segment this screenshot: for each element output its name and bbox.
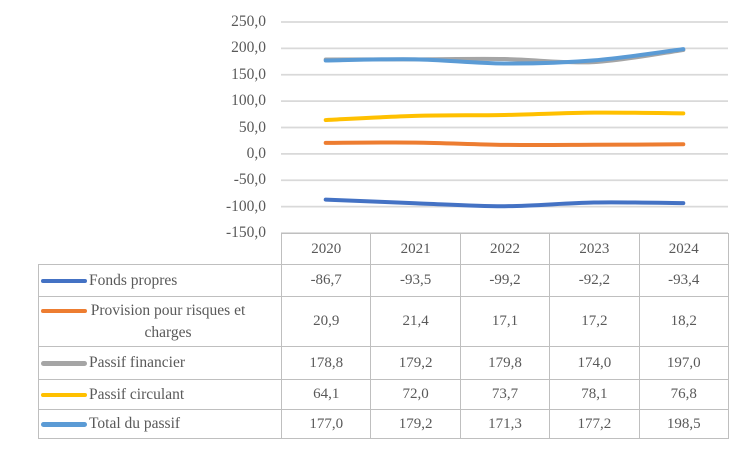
value-cell: 18,2 (638, 296, 729, 347)
table-row: Fonds propres -86,7 -93,5 -99,2 -92,2 -93,4 (38, 264, 729, 297)
value-cell: 20,9 (280, 296, 372, 347)
y-axis-tick-label: 0,0 (246, 144, 266, 162)
legend-cell: Fonds propres (38, 264, 282, 297)
value-cell: -93,5 (370, 264, 461, 297)
legend-line-key-icon (41, 422, 87, 427)
series-line-passif-circulant (323, 110, 686, 123)
value-cell: 198,5 (638, 409, 729, 439)
legend-cell: Passif circulant (38, 379, 282, 410)
year-column-header: 2024 (638, 233, 729, 265)
year-column-header: 2020 (280, 233, 372, 265)
series-name-label: Provision pour risques et charges (90, 301, 246, 341)
line-chart-plot-area (281, 21, 728, 234)
legend-cell: Provision pour risques et charges (38, 296, 282, 347)
value-cell: 179,2 (370, 346, 461, 380)
value-cell: -99,2 (459, 264, 551, 297)
y-axis-tick-label: 100,0 (231, 92, 266, 110)
value-cell: -93,4 (638, 264, 729, 297)
table-row: Passif financier 178,8 179,2 179,8 174,0 197,… (38, 346, 729, 380)
series-line-fonds-propres (323, 197, 686, 209)
legend-cell: Passif financier (38, 346, 282, 380)
series-name-label: Fonds propres (89, 271, 178, 289)
value-cell: 78,1 (549, 379, 640, 410)
value-cell: 76,8 (638, 379, 729, 410)
value-cell: 17,1 (459, 296, 551, 347)
chart-data-table: 2020 2021 2022 2023 2024 Fonds propres -86,7 -9… (38, 233, 729, 439)
series-line-passif-financier (323, 47, 686, 65)
legend-line-key-icon (41, 308, 87, 313)
series-line-total-du-passif (323, 47, 686, 66)
year-column-header: 2023 (549, 233, 640, 265)
value-cell: 179,8 (459, 346, 551, 380)
series-name-label: Total du passif (89, 415, 181, 432)
table-corner-cell (39, 234, 282, 265)
value-cell: 73,7 (459, 379, 551, 410)
legend-line-key-icon (41, 361, 87, 366)
series-line-provision-pour-risques-et-charges (323, 140, 686, 148)
value-cell: -86,7 (280, 264, 372, 297)
series-name-label: Passif financier (89, 354, 185, 371)
value-cell: 174,0 (549, 346, 640, 380)
series-name-label: Passif circulant (89, 385, 185, 403)
y-axis-tick-label: 250,0 (231, 13, 266, 30)
year-column-header: 2021 (370, 233, 461, 265)
table-header-row: 2020 2021 2022 2023 2024 (39, 233, 729, 265)
value-cell: 177,2 (549, 409, 640, 439)
table-row: Total du passif 177,0 179,2 171,3 177,2 198,5 (38, 409, 729, 439)
y-axis-tick-label: 50,0 (238, 118, 266, 136)
value-cell: 72,0 (370, 379, 461, 410)
value-cell: -92,2 (549, 264, 640, 297)
value-cell: 17,2 (549, 296, 640, 347)
legend-line-key-icon (41, 278, 87, 283)
y-axis-tick-label: 150,0 (231, 65, 266, 83)
value-cell: 197,0 (638, 346, 729, 380)
table-row: Provision pour risques et charges 20,9 21,… (38, 296, 729, 347)
value-cell: 177,0 (280, 409, 372, 439)
value-cell: 179,2 (370, 409, 461, 439)
value-cell: 171,3 (459, 409, 551, 439)
y-axis-tick-label: -150,0 (225, 224, 266, 241)
table-row: Passif circulant 64,1 72,0 73,7 78,1 76,8 (38, 379, 729, 410)
legend-cell: Total du passif (38, 409, 282, 439)
value-cell: 64,1 (280, 379, 372, 410)
y-axis-tick-label: -50,0 (233, 171, 266, 189)
y-axis-tick-label: 200,0 (231, 39, 266, 57)
year-column-header: 2022 (459, 233, 551, 265)
y-axis-tick-label: -100,0 (225, 197, 266, 215)
legend-line-key-icon (41, 392, 87, 397)
value-cell: 21,4 (370, 296, 461, 347)
value-cell: 178,8 (280, 346, 372, 380)
